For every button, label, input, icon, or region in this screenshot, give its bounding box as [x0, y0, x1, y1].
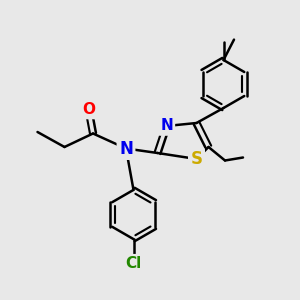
Text: Cl: Cl: [125, 256, 142, 271]
Text: N: N: [160, 118, 173, 134]
Text: O: O: [82, 102, 95, 117]
Text: S: S: [190, 150, 202, 168]
Text: N: N: [119, 140, 133, 158]
